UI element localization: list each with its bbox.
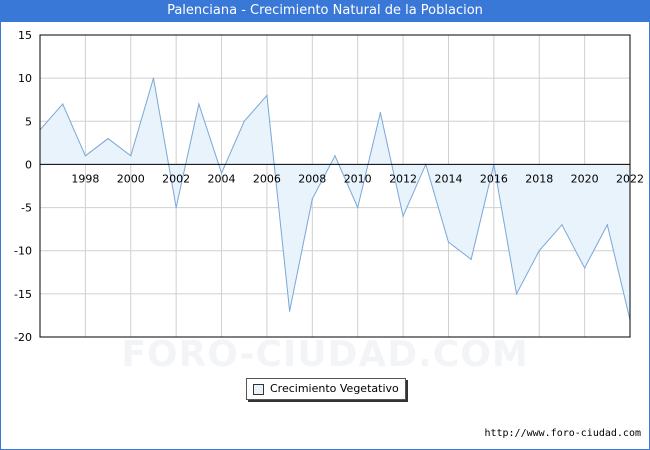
data-point — [402, 215, 404, 217]
x-tick-label: 1998 — [71, 172, 99, 185]
plot-border — [39, 34, 631, 338]
series-area — [40, 78, 630, 320]
x-tick-label: 2012 — [389, 172, 417, 185]
data-point — [447, 241, 450, 243]
x-tick-label: 2002 — [162, 172, 190, 185]
data-point — [515, 293, 518, 295]
data-point — [152, 77, 155, 79]
x-tick-label: 2014 — [434, 172, 462, 185]
y-tick-label: 15 — [18, 29, 32, 42]
data-point — [84, 155, 86, 157]
y-tick-label: -5 — [21, 202, 32, 215]
footer-url: http://www.foro-ciudad.com — [484, 428, 641, 439]
y-tick-label: -20 — [14, 331, 32, 344]
data-point — [62, 103, 64, 105]
data-point — [561, 224, 563, 226]
data-point — [175, 206, 177, 209]
x-tick-label: 2016 — [480, 172, 508, 185]
legend: Crecimiento Vegetativo — [246, 378, 406, 400]
y-tick-label: -10 — [14, 245, 32, 258]
x-tick-label: 2000 — [117, 172, 145, 185]
y-tick-label: 10 — [18, 72, 32, 85]
x-tick-label: 2018 — [525, 172, 553, 185]
watermark: FORO-CIUDAD.COM — [121, 334, 529, 375]
data-point — [357, 206, 359, 209]
x-tick-label: 2004 — [208, 172, 236, 185]
x-tick-label: 2020 — [571, 172, 599, 185]
data-point — [470, 258, 472, 260]
data-point — [107, 137, 109, 140]
data-point — [289, 310, 291, 312]
data-point — [606, 224, 608, 226]
data-point — [538, 250, 540, 252]
data-point — [379, 112, 381, 114]
y-tick-label: 5 — [25, 115, 32, 128]
data-point — [130, 155, 132, 157]
x-tick-label: 2010 — [344, 172, 372, 185]
chart-title: Palenciana - Crecimiento Natural de la P… — [0, 0, 650, 22]
data-point — [266, 94, 268, 96]
data-point — [334, 155, 336, 157]
data-point — [584, 267, 586, 269]
data-point — [311, 198, 313, 200]
data-point — [220, 172, 223, 174]
legend-swatch — [253, 384, 264, 395]
y-tick-label: 0 — [25, 158, 32, 171]
y-tick-label: -15 — [14, 288, 32, 301]
data-point — [243, 120, 245, 122]
x-tick-label: 2006 — [253, 172, 281, 185]
legend-label: Crecimiento Vegetativo — [270, 382, 399, 395]
data-point — [198, 103, 200, 105]
x-tick-label: 2008 — [298, 172, 326, 185]
